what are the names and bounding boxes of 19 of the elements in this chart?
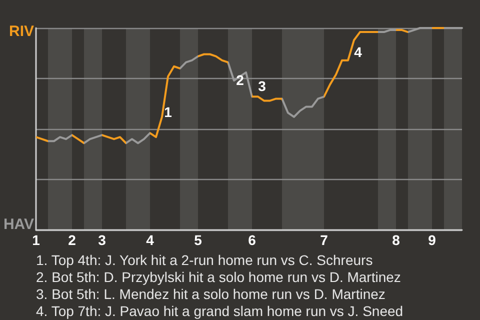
x-tick-label: 2	[68, 232, 76, 248]
x-tick-label: 7	[320, 232, 328, 248]
x-tick-label: 8	[392, 232, 400, 248]
text: HAV	[3, 216, 34, 233]
x-tick-label: 3	[98, 232, 106, 248]
x-tick-label: 1	[32, 232, 40, 248]
text: RIV	[8, 23, 34, 40]
x-tick-label: 6	[248, 232, 256, 248]
x-tick-label: 9	[428, 232, 436, 248]
text: 3. Bot 5th: L. Mendez hit a solo home run vs D. Martinez	[36, 286, 386, 302]
annotation: 1	[164, 104, 172, 120]
x-tick-label: 5	[194, 232, 202, 248]
text: 1. Top 4th: J. York hit a 2-run home run vs C. Schreurs	[36, 252, 373, 268]
text: 4. Top 7th: J. Pavao hit a grand slam home run vs J. Sneed	[36, 303, 404, 319]
annotation: 2	[236, 72, 244, 88]
text: 2. Bot 5th: D. Przybylski hit a solo home run vs D. Martinez	[36, 269, 401, 285]
annotation: 4	[354, 44, 362, 60]
x-tick-label: 4	[146, 232, 154, 248]
annotation: 3	[258, 78, 266, 94]
